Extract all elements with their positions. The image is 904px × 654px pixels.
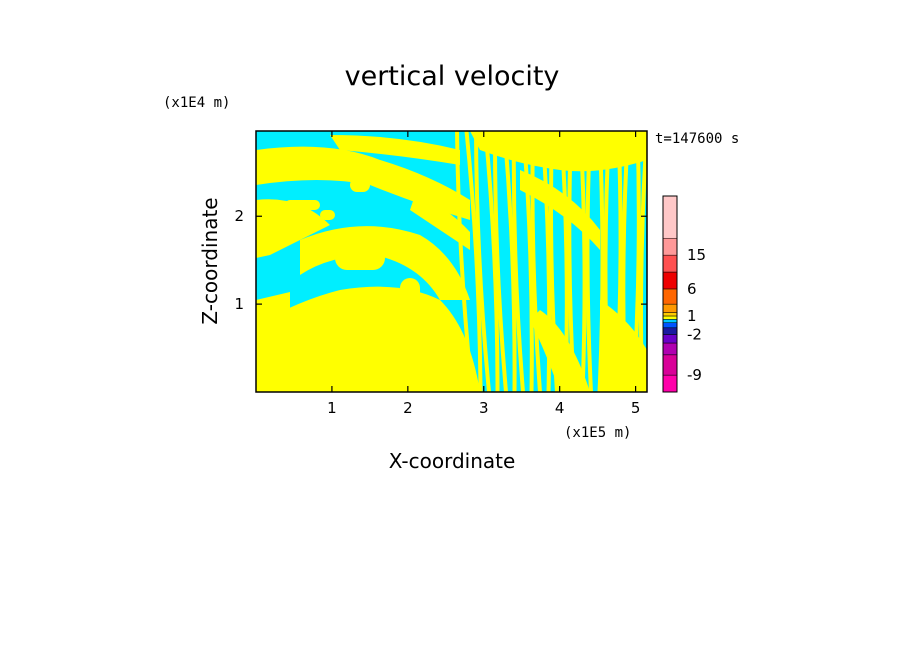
colorbar-segment [662,319,678,323]
positive-region [350,178,370,192]
positive-region [300,226,470,300]
positive-region [410,195,470,250]
colorbar-segment [662,237,678,256]
positive-stripe [578,131,587,392]
positive-stripe [483,131,500,392]
x-tick-label: 1 [327,399,337,417]
colorbar: 15 6 1-2 -9 [662,195,706,393]
positive-region [470,131,647,172]
positive-region [258,230,283,240]
positive-stripe [492,131,508,392]
colorbar-label: 1 [687,307,697,325]
colorbar-label: 15 [687,246,706,264]
x-tick-label: 2 [403,399,413,417]
positive-region [600,300,647,392]
positive-region [320,305,390,375]
chart-title: vertical velocity [345,61,560,92]
y-tick-label: 2 [234,207,244,225]
colorbar-segment [662,327,678,335]
colorbar-segment [662,315,678,320]
colorbar-segment [662,288,678,305]
positive-stripe [567,131,576,392]
positive-region [520,170,600,250]
y-scale-label: (x1E4 m) [163,95,230,111]
x-tick-label: 3 [479,399,489,417]
colorbar-segment [662,334,678,344]
positive-stripe [511,131,525,392]
time-label: t=147600 s [655,131,739,147]
positive-region [400,278,420,348]
positive-stripe [502,131,517,392]
positive-stripe [521,131,534,392]
positive-region [530,310,590,392]
x-scale-label: (x1E5 m) [564,425,631,441]
x-tick-label: 5 [631,399,641,417]
colorbar-segment [662,342,678,356]
colorbar-segment [662,322,678,329]
colorbar-segment [662,312,678,317]
positive-region [320,210,335,220]
positive-stripe [474,131,491,392]
field-contours [256,131,660,392]
colorbar-segment [662,374,678,393]
plot-frame [255,130,648,393]
positive-stripe [649,131,660,392]
positive-stripe [455,131,474,392]
positive-stripe [631,131,641,392]
colorbar-segment [662,271,678,290]
positive-region [335,245,385,270]
positive-stripe [464,131,483,392]
colorbar-frame [662,195,678,393]
colorbar-segment [662,254,678,273]
colorbar-label: 6 [687,280,697,298]
y-axis-label: Z-coordinate [198,197,222,324]
y-axis-ticks: 12 [234,207,647,313]
y-tick-label: 1 [234,295,244,313]
positive-region [256,292,290,392]
positive-region [256,199,330,258]
colorbar-label: -9 [687,366,702,384]
colorbar-label: -2 [687,326,702,344]
positive-region [330,135,460,165]
x-tick-label: 4 [555,399,565,417]
x-axis-label: X-coordinate [389,449,516,473]
colorbar-segment [662,195,678,239]
velocity-field [256,131,660,392]
colorbar-segment [662,303,678,313]
colorbar-segment [662,354,678,376]
positive-stripe [638,131,647,392]
positive-stripe [585,131,593,392]
positive-region [285,200,320,210]
x-axis-ticks: 1 2 3 4 5 [327,131,640,417]
positive-region [275,160,315,172]
